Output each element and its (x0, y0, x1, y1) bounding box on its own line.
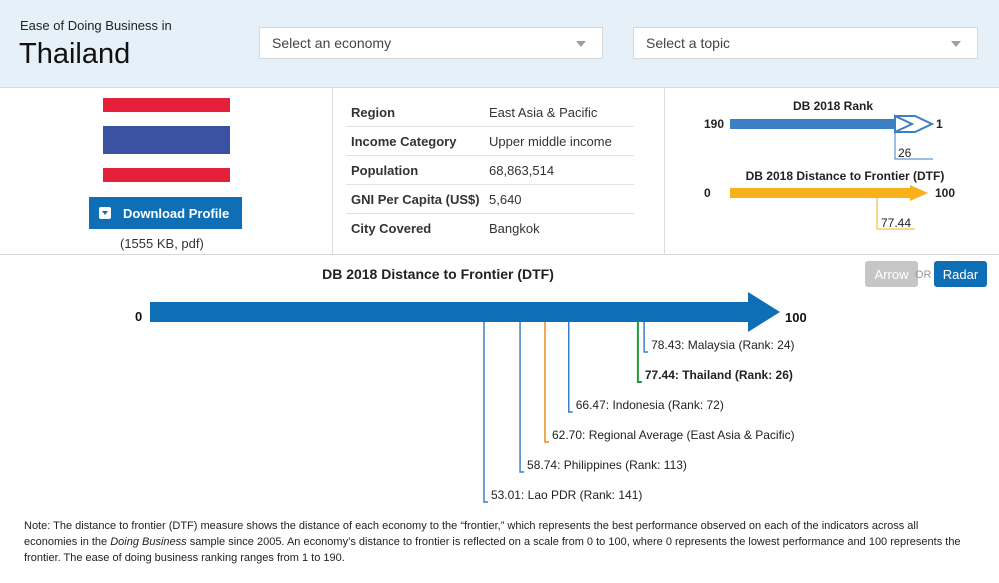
topic-select[interactable]: Select a topic (633, 27, 978, 59)
fact-value: Bangkok (489, 221, 540, 236)
radar-view-button[interactable]: Radar (934, 261, 987, 287)
fact-row: Region East Asia & Pacific (346, 98, 634, 127)
marker-label: 58.74: Philippines (Rank: 113) (527, 458, 687, 472)
chart-title: DB 2018 Distance to Frontier (DTF) (322, 266, 554, 282)
page-header: Ease of Doing Business in Thailand Selec… (0, 0, 999, 88)
header-pretitle: Ease of Doing Business in (20, 18, 172, 33)
marker-line (636, 322, 642, 383)
rank-value-label: 26 (898, 146, 912, 160)
dtf-end-label: 100 (935, 186, 955, 200)
rank-bar (730, 119, 895, 129)
dtf-title: DB 2018 Distance to Frontier (DTF) (746, 169, 945, 183)
topic-select-value: Select a topic (646, 35, 731, 51)
marker-line (643, 322, 649, 353)
fact-value: East Asia & Pacific (489, 104, 598, 120)
dtf-value-label: 77.44 (881, 216, 911, 230)
chevron-down-icon (951, 41, 961, 47)
dtf-scale-arrow-head (748, 292, 780, 332)
economy-facts-table: Region East Asia & Pacific Income Category… (346, 98, 634, 243)
footnote-italic: Doing Business (110, 536, 187, 548)
fact-value: 5,640 (489, 191, 522, 207)
fact-row: Population 68,863,514 (346, 156, 634, 185)
divider (664, 88, 665, 255)
fact-label: Population (351, 162, 419, 178)
economy-select-value: Select an economy (272, 35, 392, 51)
axis-start-label: 0 (135, 309, 142, 324)
country-title: Thailand (19, 38, 131, 70)
footnote-part2: sample since 2005. An economy’s distance… (24, 536, 961, 564)
rank-start-label: 190 (704, 117, 724, 131)
economy-select[interactable]: Select an economy (259, 27, 603, 59)
fact-label: Income Category (351, 133, 457, 149)
fact-row: City Covered Bangkok (346, 214, 634, 243)
marker-label: 66.47: Indonesia (Rank: 72) (576, 398, 724, 412)
rank-value-leader (894, 129, 933, 160)
file-info: (1555 KB, pdf) (120, 236, 204, 251)
download-profile-button[interactable]: Download Profile (89, 197, 242, 229)
dtf-scale-bar (150, 302, 750, 322)
dtf-comparison-chart: DB 2018 Distance to Frontier (DTF) 0 100… (135, 266, 807, 503)
footnote-part1: Note: The distance to frontier (DTF) mea… (24, 520, 919, 548)
download-profile-label: Download Profile (123, 205, 230, 221)
marker-line (568, 322, 573, 413)
economy-markers: 78.43: Malaysia (Rank: 24) 77.44: Thailan… (483, 322, 795, 503)
fact-label: City Covered (351, 221, 432, 236)
arrow-view-button[interactable]: Arrow (865, 261, 918, 287)
footnote: Note: The distance to frontier (DTF) mea… (24, 518, 974, 566)
chevron-down-icon (576, 41, 586, 47)
dtf-bar (730, 188, 910, 198)
fact-row: Income Category Upper middle income (346, 127, 634, 156)
fact-value: 68,863,514 (489, 162, 555, 178)
dtf-start-label: 0 (704, 186, 711, 200)
fact-value: Upper middle income (489, 133, 612, 149)
dtf-value-leader (876, 198, 915, 230)
economy-info-panel: Download Profile (1555 KB, pdf) Region Ea… (0, 88, 999, 255)
rank-title: DB 2018 Rank (793, 99, 873, 113)
thailand-flag (103, 98, 230, 182)
rank-end-label: 1 (936, 117, 943, 131)
marker-line (519, 322, 525, 473)
axis-end-label: 100 (785, 310, 807, 325)
rank-dtf-summary: DB 2018 Rank 190 1 26 DB 2018 Distance t… (704, 99, 955, 230)
dtf-arrow-head (910, 185, 928, 201)
marker-line (544, 322, 550, 443)
marker-label: 77.44: Thailand (Rank: 26) (645, 368, 793, 382)
fact-label: Region (351, 104, 396, 120)
divider (332, 88, 333, 255)
rank-arrow-head (894, 114, 935, 134)
fact-row: GNI Per Capita (US$) 5,640 (346, 185, 634, 214)
toggle-or-label: OR (915, 269, 932, 281)
marker-label: 78.43: Malaysia (Rank: 24) (651, 338, 794, 352)
download-icon (99, 207, 111, 219)
fact-label: GNI Per Capita (US$) (351, 191, 480, 207)
marker-line (483, 322, 488, 503)
marker-label: 62.70: Regional Average (East Asia & Pac… (552, 428, 795, 442)
marker-label: 53.01: Lao PDR (Rank: 141) (491, 488, 642, 502)
